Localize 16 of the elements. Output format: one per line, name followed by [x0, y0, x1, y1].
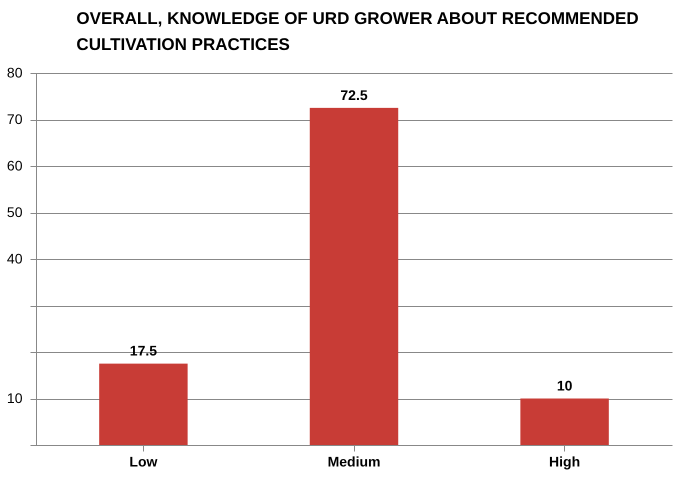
y-tick-label: 40	[6, 250, 23, 266]
data-label: 10	[556, 378, 573, 394]
y-tick-label: 60	[6, 158, 23, 174]
y-tick-label: 50	[6, 204, 23, 220]
bar	[310, 108, 398, 445]
data-label: 17.5	[130, 342, 158, 359]
x-tick-label: High	[549, 454, 580, 470]
y-tick-label: 70	[6, 111, 23, 127]
y-tick-label: 10	[6, 390, 23, 406]
bar	[520, 398, 609, 445]
x-tick-label: Low	[129, 454, 158, 470]
y-tick-label: 80	[6, 64, 23, 80]
bar	[99, 364, 188, 445]
chart-title: OVERALL, KNOWLEDGE OF URD GROWER ABOUT RECOMMENDED CULTIVATION PRACTICES	[76, 9, 639, 54]
x-tick-label: Medium	[328, 454, 380, 470]
data-label: 72.5	[340, 86, 368, 103]
